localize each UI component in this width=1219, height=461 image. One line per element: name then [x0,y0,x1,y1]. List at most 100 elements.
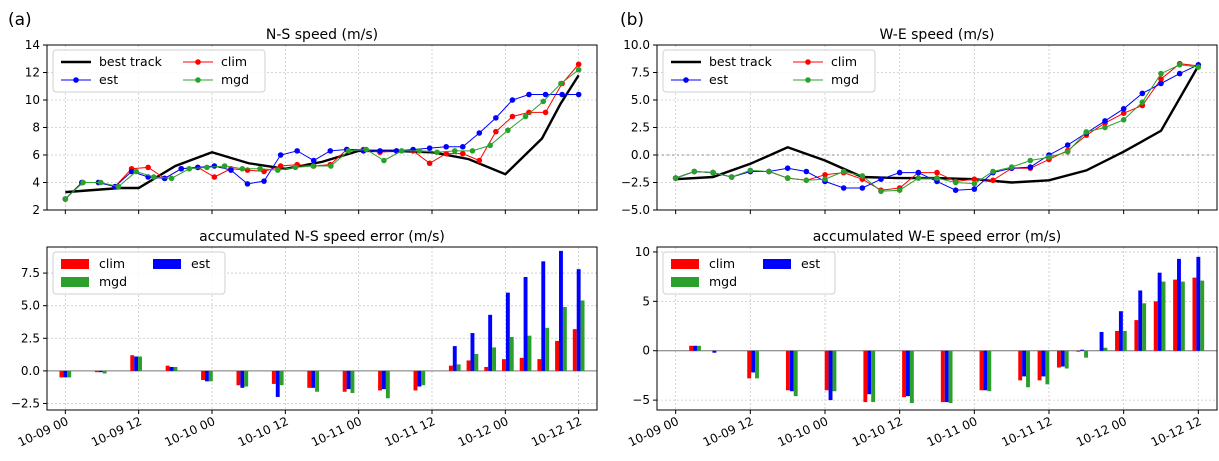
series-point-est [1176,70,1183,77]
series-point-mgd [934,175,940,181]
legend-swatch-mgd [61,277,89,287]
x-tick-label: 10-10 00 [162,414,217,449]
series-point-clim [1120,110,1127,116]
legend-label: mgd [831,72,859,87]
series-point-est [211,163,218,169]
y-tick-label: 10 [25,93,40,107]
bar-est [1118,311,1123,351]
series-point-clim [971,176,978,182]
series-point-est [840,185,847,191]
series-point-mgd [274,167,281,173]
x-tick-label: 10-12 12 [529,414,584,449]
bar-est [452,346,457,371]
series-point-clim [459,150,466,157]
bar-est [751,350,756,373]
bar-est [828,350,833,401]
bar-clim [1076,350,1081,352]
legend-swatch-clim [61,259,89,269]
series-point-clim [244,167,251,173]
x-tick-label: 10-10 00 [775,414,830,449]
y-tick-label: 12 [25,66,40,80]
series-point-mgd [558,80,564,87]
y-tick-label: −2.5 [621,176,650,190]
bar-mgd [1142,303,1147,351]
bar-clim [555,340,560,371]
y-tick-label: 2.5 [631,121,650,135]
bar-est [867,350,872,395]
bar-mgd [492,347,497,371]
bar-clim [1115,330,1119,351]
series-point-mgd [822,176,828,182]
series-point-mgd [451,148,458,154]
bar-clim [747,350,752,379]
series-point-mgd [1102,124,1108,131]
series-point-est [509,97,516,103]
bar-mgd [755,350,759,379]
series-point-est [859,185,866,191]
series-point-clim [575,61,582,68]
bar-mgd [474,353,479,371]
chart-title: N-S speed (m/s) [266,27,378,43]
bar-clim [1134,320,1139,351]
series-point-est [459,143,466,150]
bar-clim [572,329,577,371]
y-tick-label: 5.0 [631,93,650,107]
bar-est [98,370,103,373]
bar-clim [1037,350,1042,381]
bar-clim [484,366,489,371]
x-tick-label: 10-11 00 [309,414,364,449]
chart-b-bottom: accumulated W-E speed error (m/s) −5 0 5 10 1… [626,229,1218,450]
series-point-est [1027,164,1034,170]
x-tick-label: 10-09 00 [16,414,71,449]
legend-swatch-est [153,259,181,269]
bar-clim [1153,301,1158,351]
series-point-est [261,178,267,184]
bar-mgd [1122,330,1127,351]
series-point-clim [261,168,267,175]
y-tick-label: 5 [642,294,650,308]
series-point-mgd [971,180,978,187]
series-point-est [426,145,433,151]
bar-clim [448,365,453,371]
y-tick-label: 4 [32,176,40,190]
series-point-clim [934,169,940,176]
bar-clim [201,370,205,381]
bar-mgd [509,336,514,371]
chart-a-bottom: accumulated N-S speed error (m/s) −2.5 0.0… [11,229,598,450]
legend-label: clim [99,256,125,271]
series-point-mgd [1008,164,1015,170]
bar-est [1060,350,1065,367]
legend-box [662,49,876,93]
bar-est [417,370,422,387]
bar-mgd [1026,350,1030,388]
bar-clim [236,370,241,386]
bar-est [275,370,280,397]
bar-clim [307,370,312,388]
bar-mgd [456,364,461,371]
bar-mgd [421,370,426,386]
bar-est [523,276,528,371]
legend-marker-clim [805,59,811,65]
bar-mgd [527,335,532,371]
series-point-mgd [990,168,996,175]
bar-clim [1018,350,1023,381]
bar-clim [378,370,383,391]
bar-mgd [1161,281,1166,351]
series-point-mgd [1176,62,1183,68]
series-point-mgd [434,149,440,156]
bar-mgd [208,370,213,382]
bar-est [983,350,988,391]
bar-clim [59,370,64,378]
series-point-mgd [1195,64,1202,70]
series-point-est [559,91,565,98]
series-point-mgd [398,148,405,154]
legend-label: clim [709,256,735,271]
bar-est [1138,290,1143,351]
series-point-est [128,168,135,175]
series-point-clim [1158,76,1164,82]
series-point-mgd [952,179,959,186]
series-point-est [178,165,185,172]
series-point-est [310,157,317,164]
bar-est [505,292,510,371]
series-point-est [915,169,922,176]
